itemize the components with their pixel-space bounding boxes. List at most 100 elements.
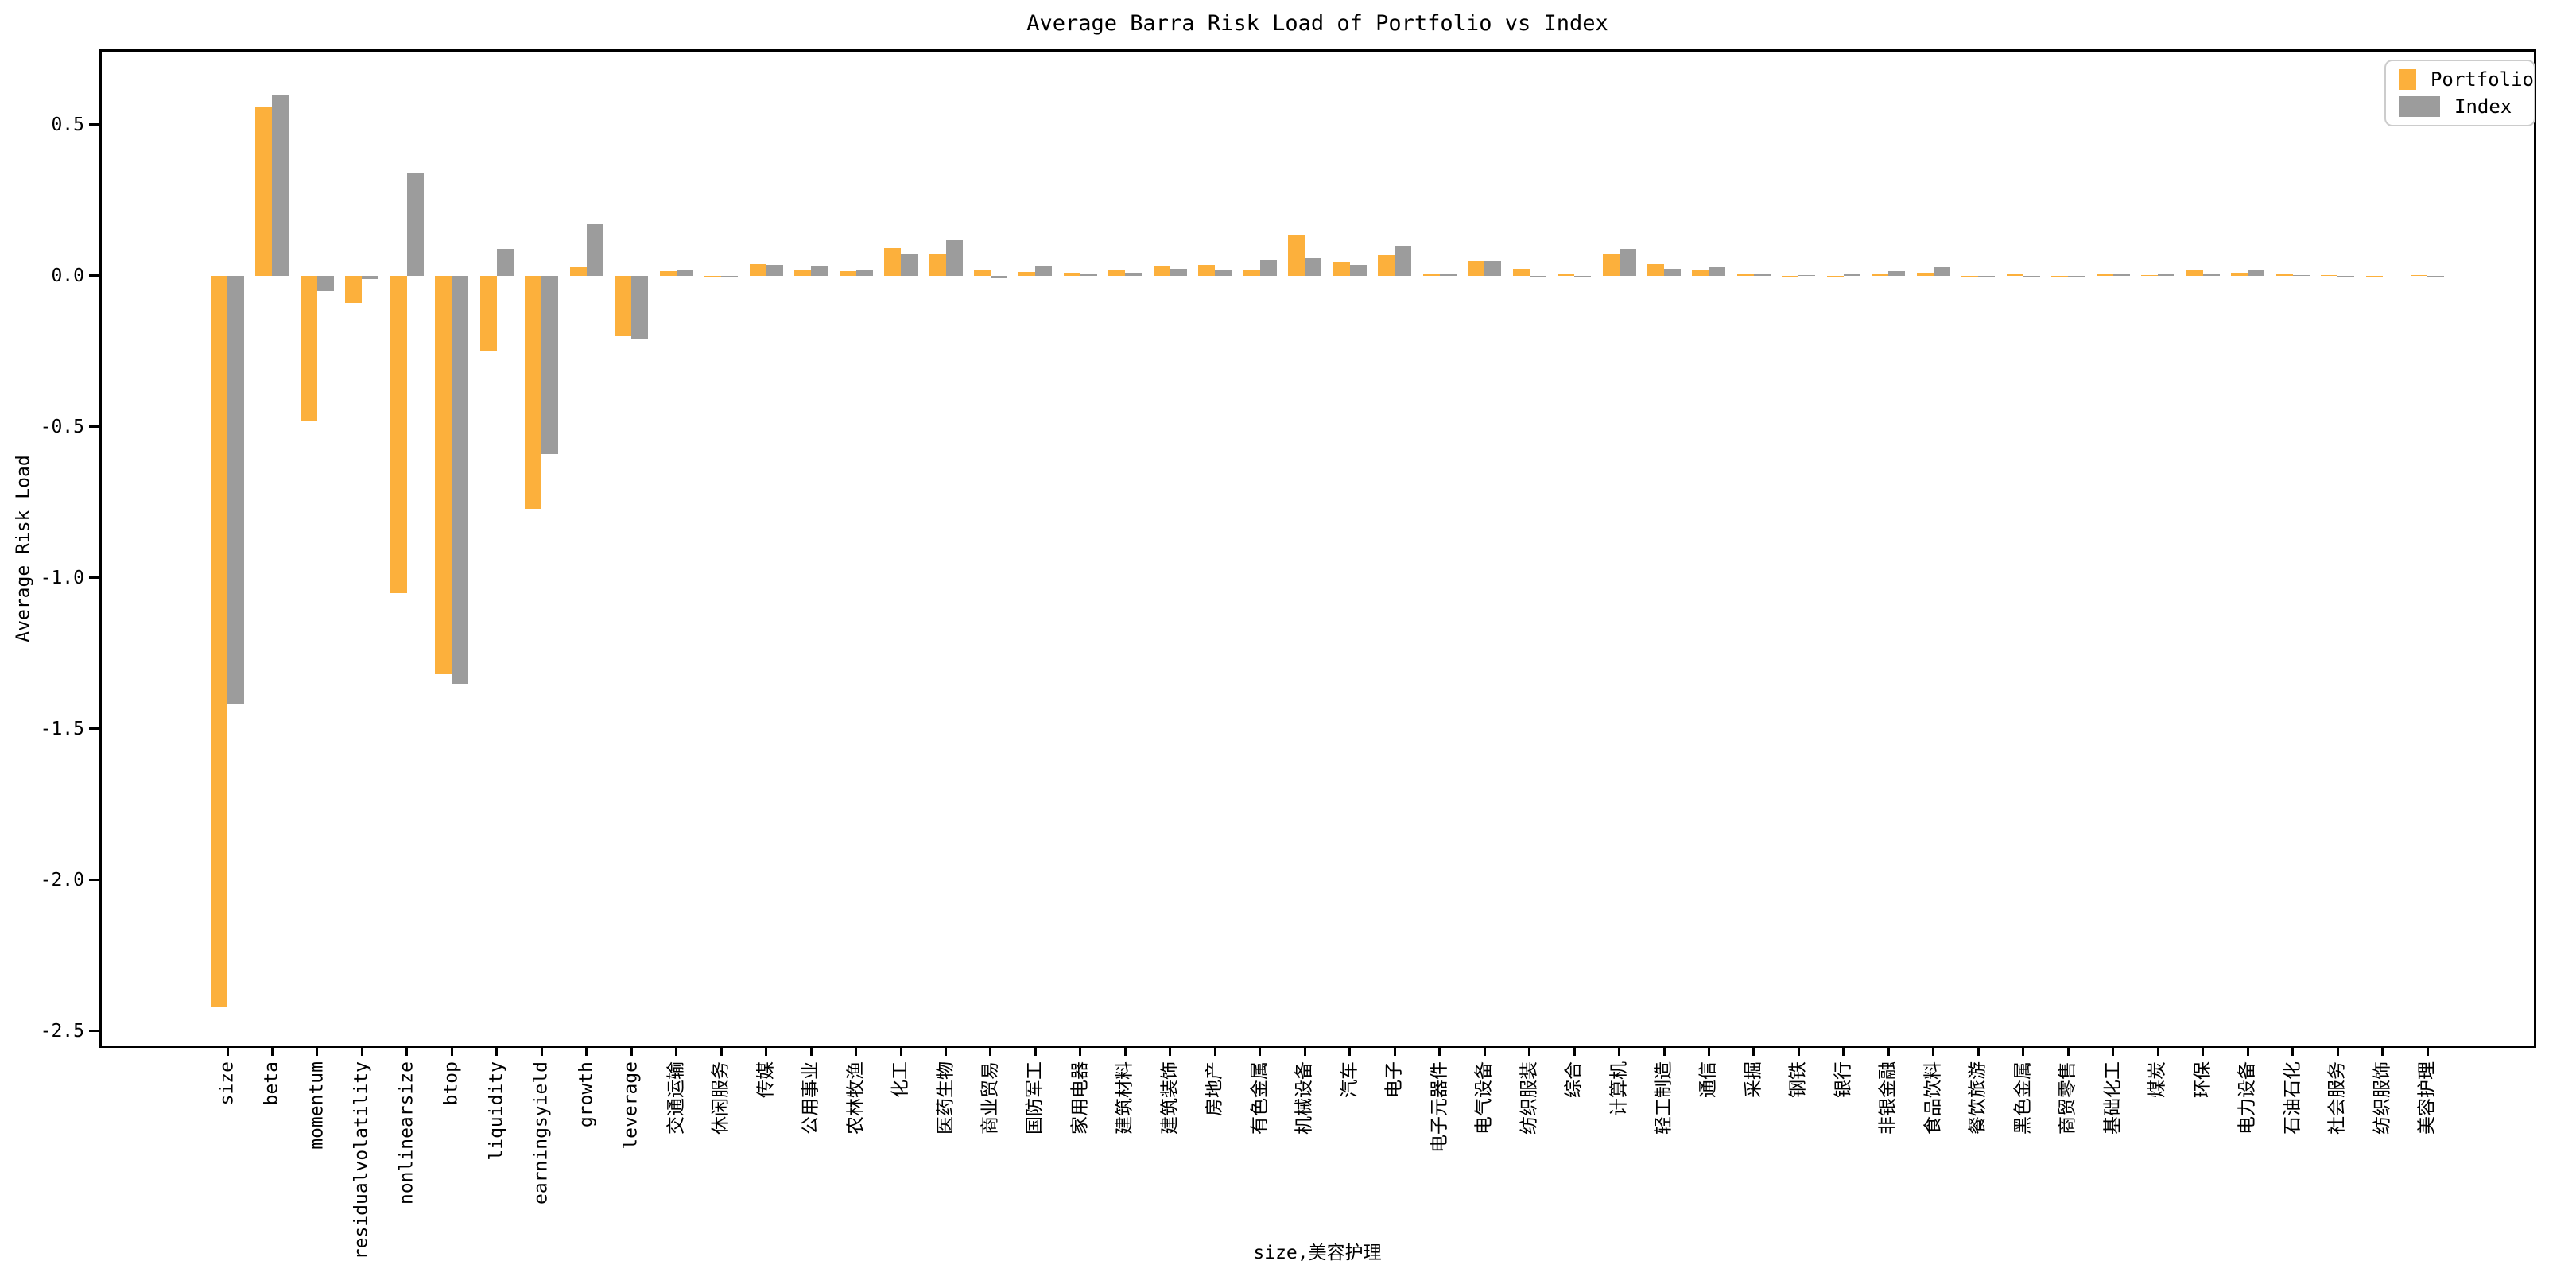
bar-portfolio	[615, 275, 632, 336]
bar-index	[855, 270, 873, 276]
x-tick	[360, 1046, 363, 1056]
bar-index	[406, 173, 424, 276]
x-tick-label: 传媒	[755, 1061, 777, 1098]
x-tick	[2336, 1046, 2339, 1056]
x-tick	[270, 1046, 274, 1056]
bar-index	[1753, 273, 1771, 276]
x-tick-label: momentum	[306, 1061, 328, 1150]
bar-index	[362, 275, 379, 279]
y-tick-label: -0.5	[40, 416, 84, 437]
bar-portfolio	[1018, 271, 1036, 276]
x-tick	[1752, 1046, 1755, 1056]
bar-portfolio	[435, 275, 452, 675]
x-tick	[1213, 1046, 1216, 1056]
x-tick-label: 汽车	[1339, 1061, 1360, 1098]
bar-index	[1125, 272, 1143, 276]
x-tick-label: 轻工制造	[1653, 1061, 1674, 1135]
x-tick	[1618, 1046, 1621, 1056]
bar-portfolio	[1558, 274, 1575, 276]
bar-index	[990, 275, 1007, 278]
bar-portfolio	[2321, 274, 2338, 276]
y-tick	[89, 727, 99, 731]
x-tick	[945, 1046, 947, 1056]
x-tick-label: 家用电器	[1069, 1061, 1091, 1135]
bar-index	[1259, 260, 1277, 276]
x-tick-label: 交通运输	[665, 1061, 687, 1135]
bar-index	[1978, 275, 1996, 277]
x-tick-label: 纺织服装	[1519, 1061, 1540, 1135]
bar-index	[1170, 268, 1187, 276]
x-tick	[2291, 1046, 2295, 1056]
bar-portfolio	[839, 271, 856, 276]
x-tick-label: 基础化工	[2102, 1061, 2124, 1135]
x-tick	[2156, 1046, 2159, 1056]
bar-portfolio	[1961, 275, 1979, 277]
bar-index	[945, 239, 963, 276]
x-tick	[1842, 1046, 1845, 1056]
bar-index	[1574, 275, 1592, 277]
bar-portfolio	[1333, 262, 1350, 276]
x-tick-label: 食品饮料	[1922, 1061, 1944, 1135]
bar-portfolio	[1692, 269, 1709, 276]
bar-portfolio	[1153, 266, 1170, 276]
bar-index	[1080, 273, 1097, 276]
x-tick-label: 房地产	[1204, 1061, 1225, 1116]
x-tick	[1797, 1046, 1800, 1056]
bar-index	[2337, 275, 2355, 277]
bar-portfolio	[300, 275, 317, 421]
x-tick-label: 煤炭	[2147, 1061, 2168, 1098]
x-tick-label: residualvolatility	[351, 1061, 372, 1260]
x-tick-label: 医药生物	[935, 1061, 956, 1135]
x-tick-label: nonlinearsize	[396, 1061, 417, 1205]
x-tick-label: 纺织服饰	[2372, 1061, 2393, 1135]
index-swatch-icon	[2399, 96, 2440, 117]
y-tick	[89, 576, 99, 580]
bar-index	[452, 275, 469, 684]
bar-index	[676, 269, 693, 276]
bar-index	[1395, 246, 1412, 276]
bar-portfolio	[1468, 260, 1485, 276]
x-tick	[1528, 1046, 1531, 1056]
bar-index	[2158, 274, 2175, 276]
bar-portfolio	[1782, 275, 1799, 277]
x-tick	[809, 1046, 813, 1056]
y-tick-label: -2.0	[40, 869, 84, 890]
bar-portfolio	[2275, 274, 2293, 276]
bar-portfolio	[929, 254, 946, 276]
x-tick	[2202, 1046, 2205, 1056]
y-tick	[89, 425, 99, 429]
bar-index	[1529, 275, 1546, 277]
bar-index	[2292, 275, 2310, 277]
bar-portfolio	[2096, 273, 2113, 276]
x-tick-label: 建筑材料	[1114, 1061, 1135, 1135]
x-tick-label: 社会服务	[2326, 1061, 2348, 1135]
x-tick	[2426, 1046, 2429, 1056]
x-tick-label: 商业贸易	[980, 1061, 1001, 1135]
bar-portfolio	[255, 107, 273, 276]
bar-portfolio	[1647, 263, 1665, 276]
y-tick-label: 0.5	[51, 114, 84, 135]
bar-index	[1664, 269, 1682, 276]
bar-portfolio	[749, 264, 766, 276]
bar-portfolio	[2365, 275, 2383, 277]
x-tick	[989, 1046, 992, 1056]
bar-portfolio	[659, 270, 677, 276]
bar-index	[1933, 266, 1950, 276]
x-tick-label: 电子元器件	[1429, 1061, 1450, 1153]
x-tick-label: 石油石化	[2282, 1061, 2303, 1135]
x-axis-label: size,美容护理	[1253, 1243, 1382, 1263]
y-tick	[89, 879, 99, 882]
x-tick	[450, 1046, 453, 1056]
x-tick	[2066, 1046, 2070, 1056]
bar-index	[316, 275, 334, 291]
x-tick-label: 商贸零售	[2057, 1061, 2078, 1135]
bar-index	[1439, 274, 1457, 276]
x-tick-label: 非银金融	[1877, 1061, 1899, 1135]
x-tick-label: earningsyield	[530, 1061, 552, 1205]
x-tick	[899, 1046, 902, 1056]
x-tick	[630, 1046, 633, 1056]
legend-label-portfolio: Portfolio	[2430, 68, 2534, 91]
x-tick-label: 建筑装饰	[1159, 1061, 1181, 1135]
legend-entry-index: Index	[2386, 96, 2534, 117]
